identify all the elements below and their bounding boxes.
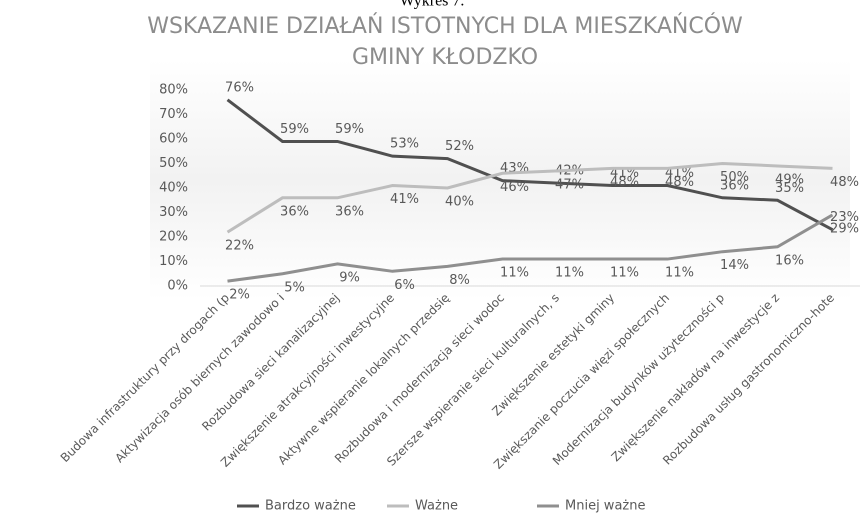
data-label: 59%	[280, 122, 309, 137]
data-label: 16%	[775, 253, 804, 268]
y-tick-label: 60%	[159, 132, 188, 147]
y-tick-label: 20%	[159, 230, 188, 245]
data-label: 40%	[445, 195, 474, 210]
data-label: 5%	[284, 280, 305, 295]
data-label: 36%	[720, 178, 749, 193]
data-label: 48%	[610, 175, 639, 190]
data-label: 8%	[449, 273, 470, 288]
data-label: 53%	[390, 137, 419, 152]
data-label: 52%	[445, 139, 474, 154]
data-label: 29%	[830, 221, 859, 236]
legend-label: Bardzo ważne	[265, 499, 356, 514]
data-label: 11%	[610, 266, 639, 281]
data-label: 46%	[500, 180, 529, 195]
data-label: 23%	[830, 210, 859, 225]
data-label: 11%	[555, 266, 584, 281]
y-tick-label: 70%	[159, 107, 188, 122]
data-label: 36%	[335, 204, 364, 219]
data-label: 47%	[555, 177, 584, 192]
data-label: 41%	[665, 166, 694, 181]
data-label: 49%	[775, 172, 804, 187]
y-tick-label: 30%	[159, 205, 188, 220]
chart-title: WSKAZANIE DZIAŁAŃ ISTOTNYCH DLA MIESZKAŃ…	[147, 13, 743, 39]
data-label: 22%	[225, 239, 254, 254]
series-line	[226, 161, 833, 234]
data-label: 59%	[335, 122, 364, 137]
series-line	[227, 213, 834, 283]
y-tick-label: 80%	[159, 83, 188, 98]
caption: Wykres 7.	[400, 0, 465, 10]
series-line	[226, 98, 834, 231]
data-label: 2%	[229, 288, 250, 303]
data-label: 11%	[665, 266, 694, 281]
y-tick-label: 10%	[159, 254, 188, 269]
y-tick-label: 40%	[159, 181, 188, 196]
data-label: 11%	[500, 266, 529, 281]
data-label: 6%	[394, 278, 415, 293]
data-label: 76%	[225, 80, 254, 95]
data-label: 9%	[339, 270, 360, 285]
data-label: 41%	[390, 192, 419, 207]
data-label: 36%	[280, 204, 309, 219]
y-tick-label: 0%	[167, 279, 188, 294]
legend-label: Ważne	[415, 499, 458, 514]
legend-label: Mniej ważne	[565, 499, 645, 514]
data-label: 48%	[665, 175, 694, 190]
data-label: 35%	[775, 181, 804, 196]
data-label: 48%	[830, 175, 859, 190]
data-label: 50%	[720, 170, 749, 185]
data-label: 14%	[720, 258, 749, 273]
y-tick-label: 50%	[159, 156, 188, 171]
chart-title: GMINY KŁODZKO	[352, 45, 538, 70]
